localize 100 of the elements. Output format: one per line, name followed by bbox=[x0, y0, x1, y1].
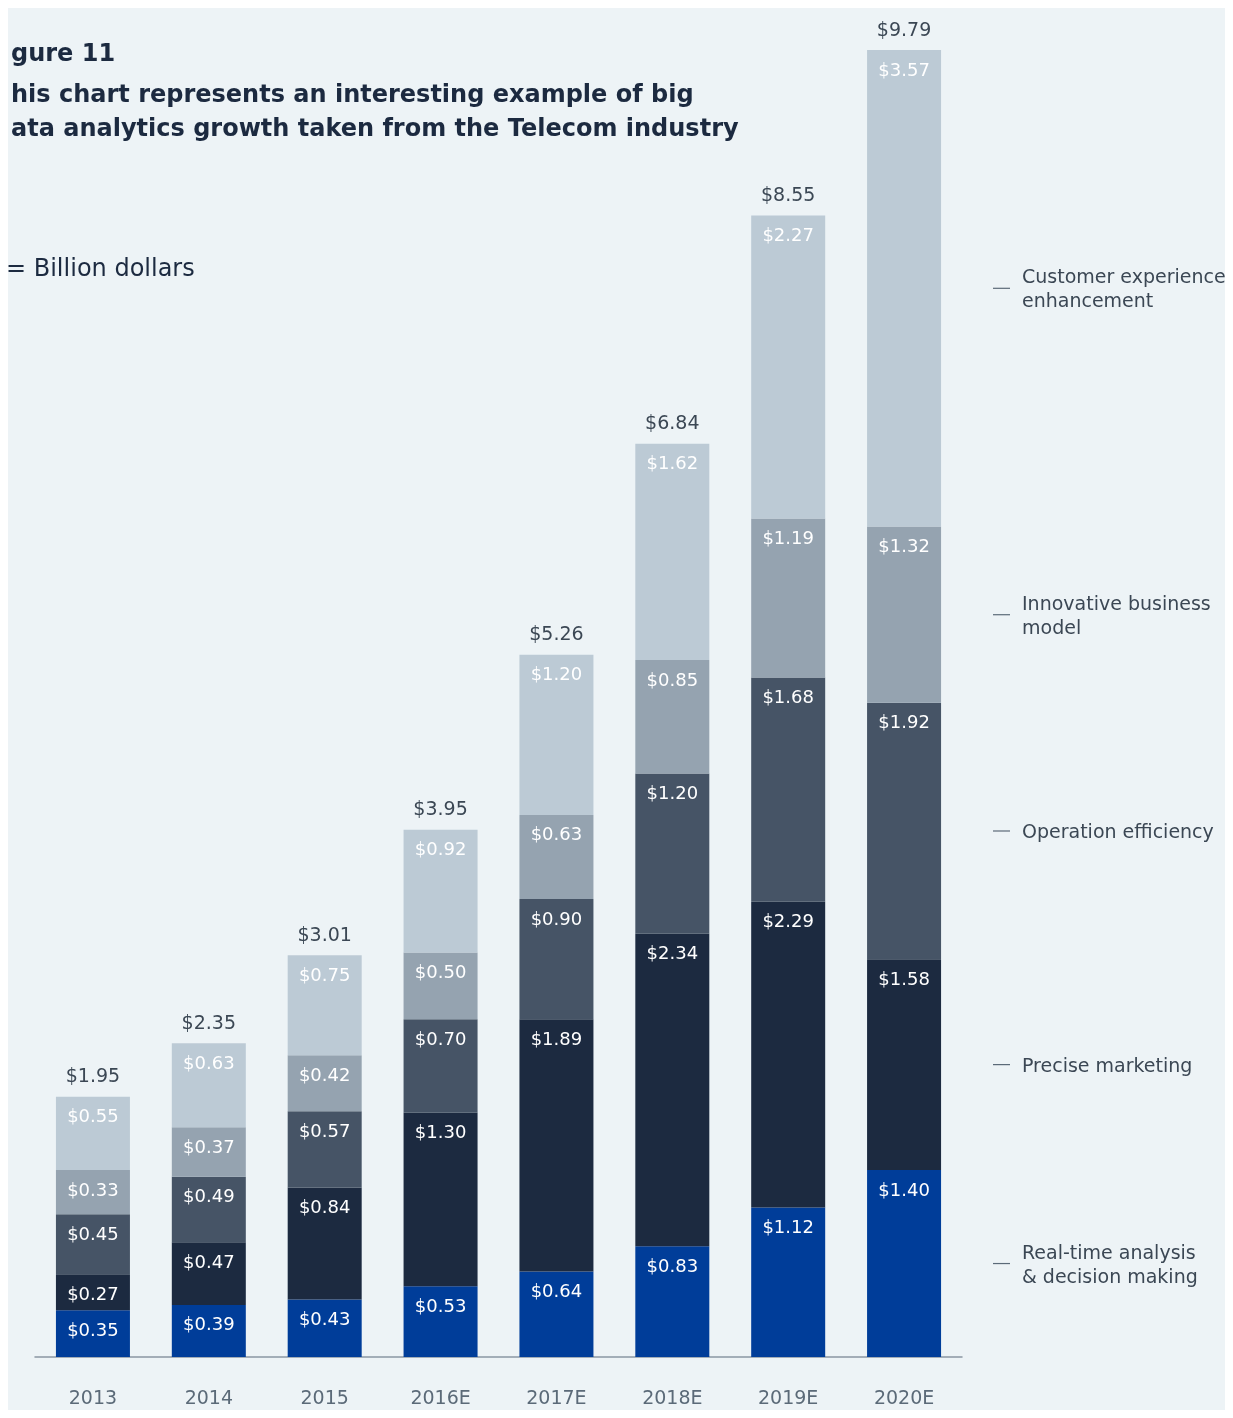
x-tick-label: 2014 bbox=[184, 1385, 233, 1408]
data-label: $1.89 bbox=[530, 1027, 583, 1049]
bar bbox=[287, 1055, 362, 1112]
total-label: $1.95 bbox=[65, 1064, 121, 1087]
data-label: $0.50 bbox=[414, 960, 467, 982]
bar bbox=[751, 1207, 826, 1357]
data-label: $0.35 bbox=[67, 1318, 119, 1340]
bar bbox=[519, 899, 594, 1020]
data-label: $1.40 bbox=[878, 1178, 930, 1200]
total-label: $5.26 bbox=[529, 622, 584, 645]
data-label: $0.85 bbox=[646, 668, 699, 690]
bar bbox=[751, 518, 826, 678]
text: Real-time analysis & decision making bbox=[1022, 1240, 1198, 1287]
data-label: $1.62 bbox=[646, 452, 699, 474]
x-tick-label: 2019E bbox=[758, 1385, 819, 1408]
data-label: $0.63 bbox=[183, 1051, 235, 1073]
data-label: $0.27 bbox=[67, 1282, 119, 1304]
data-label: $1.19 bbox=[762, 527, 814, 549]
data-label: $0.47 bbox=[183, 1250, 235, 1272]
total-label: $6.84 bbox=[645, 411, 700, 434]
bar bbox=[55, 1214, 130, 1275]
bar bbox=[519, 1271, 594, 1357]
data-label: $2.29 bbox=[762, 910, 814, 932]
data-label: $0.43 bbox=[298, 1308, 351, 1330]
bar bbox=[519, 1019, 594, 1272]
bar bbox=[171, 1043, 246, 1128]
x-tick-label: 2016E bbox=[410, 1385, 471, 1408]
bar bbox=[635, 443, 710, 661]
bar bbox=[867, 1170, 942, 1357]
bar bbox=[635, 660, 710, 774]
bar bbox=[867, 526, 942, 703]
data-label: $1.68 bbox=[762, 685, 814, 707]
annotation: = Billion dollars bbox=[6, 254, 195, 282]
total-label: $8.55 bbox=[760, 183, 816, 206]
data-label: $0.45 bbox=[67, 1222, 119, 1244]
data-label: $2.34 bbox=[646, 942, 699, 964]
text: Precise marketing bbox=[1022, 1053, 1193, 1076]
x-tick-label: 2017E bbox=[526, 1385, 587, 1408]
data-label: $1.32 bbox=[878, 535, 930, 557]
data-label: $0.53 bbox=[414, 1294, 467, 1316]
bar bbox=[635, 933, 710, 1247]
data-label: $0.55 bbox=[67, 1105, 119, 1127]
data-label: $0.90 bbox=[530, 907, 583, 929]
data-label: $0.49 bbox=[183, 1185, 235, 1207]
bar bbox=[635, 773, 710, 934]
data-label: $0.84 bbox=[298, 1195, 351, 1217]
total-label: $3.01 bbox=[297, 922, 352, 945]
data-label: $1.30 bbox=[414, 1121, 467, 1143]
text: Operation efficiency bbox=[1022, 820, 1214, 842]
bar bbox=[403, 1286, 478, 1357]
data-label: $0.57 bbox=[298, 1119, 351, 1141]
bar bbox=[751, 677, 826, 902]
bar bbox=[403, 829, 478, 953]
bar bbox=[287, 1187, 362, 1300]
bar bbox=[403, 1019, 478, 1113]
bar bbox=[519, 814, 594, 900]
bar bbox=[867, 50, 942, 527]
data-label: $0.63 bbox=[530, 823, 583, 845]
text: his chart represents an interesting example of big ata analytics growth taken from the Telecom industry bbox=[11, 80, 739, 142]
bar bbox=[287, 1111, 362, 1188]
data-label: $0.83 bbox=[646, 1254, 699, 1276]
data-label: $0.75 bbox=[298, 963, 351, 985]
data-label: $0.37 bbox=[183, 1135, 235, 1157]
data-label: $1.92 bbox=[878, 711, 930, 733]
chart-title: gure 11 bbox=[11, 39, 116, 67]
data-label: $0.33 bbox=[67, 1178, 119, 1200]
bar bbox=[635, 1246, 710, 1357]
data-label: $0.92 bbox=[414, 838, 467, 860]
bar bbox=[287, 955, 362, 1056]
data-label: $1.20 bbox=[646, 782, 699, 804]
x-tick-label: 2018E bbox=[642, 1385, 703, 1408]
bar bbox=[171, 1176, 246, 1243]
bar bbox=[867, 702, 942, 960]
total-label: $9.79 bbox=[876, 17, 932, 40]
x-tick-label: 2020E bbox=[873, 1385, 935, 1408]
data-label: $0.42 bbox=[298, 1063, 351, 1085]
bar bbox=[287, 1299, 362, 1357]
x-tick-label: 2015 bbox=[300, 1385, 349, 1408]
data-label: $2.27 bbox=[762, 224, 814, 246]
data-label: $0.70 bbox=[414, 1027, 467, 1049]
bar bbox=[171, 1127, 246, 1177]
data-label: $1.58 bbox=[878, 967, 930, 989]
bar bbox=[55, 1170, 130, 1215]
bar bbox=[55, 1096, 130, 1171]
text: Innovative business model bbox=[1022, 591, 1211, 638]
data-label: $1.20 bbox=[530, 663, 583, 685]
total-label: $3.95 bbox=[413, 797, 468, 820]
bar bbox=[867, 959, 942, 1171]
bar bbox=[55, 1310, 130, 1357]
data-label: $0.39 bbox=[183, 1313, 235, 1335]
bar bbox=[751, 215, 826, 519]
bar bbox=[171, 1304, 246, 1357]
bar bbox=[519, 654, 594, 815]
data-label: $3.57 bbox=[878, 58, 930, 80]
data-label: $0.64 bbox=[530, 1280, 583, 1302]
data-label: $1.12 bbox=[762, 1215, 814, 1237]
total-label: $2.35 bbox=[181, 1010, 237, 1033]
bar bbox=[403, 1112, 478, 1287]
x-tick-label: 2013 bbox=[68, 1385, 118, 1408]
text: Customer experience enhancement bbox=[1022, 265, 1226, 312]
